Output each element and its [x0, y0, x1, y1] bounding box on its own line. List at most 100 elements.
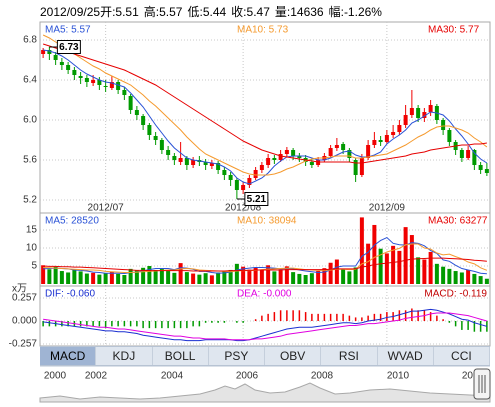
tab[interactable]: PSY: [209, 347, 265, 365]
volume-bar: [222, 271, 227, 284]
volume-bar: [484, 278, 489, 284]
macd-bar: [273, 312, 276, 321]
timeline-year: 2010: [387, 371, 410, 382]
macd-bar: [198, 321, 201, 327]
macd-bar: [442, 319, 444, 321]
candle-body: [397, 125, 402, 132]
y-tick-label: 15: [26, 225, 38, 236]
candle-body: [403, 115, 408, 125]
header-label: 幅:: [328, 5, 344, 19]
volume-bar: [472, 273, 477, 284]
volume-bar: [191, 273, 196, 284]
volume-bar: [241, 266, 246, 284]
macd-bar: [61, 321, 63, 327]
macd-bar: [323, 313, 326, 321]
candle-body: [478, 165, 483, 170]
tab[interactable]: MACD: [40, 347, 97, 365]
macd-bar: [386, 312, 388, 321]
candle-body: [328, 148, 333, 156]
candle-body: [122, 90, 127, 95]
tab[interactable]: BOLL: [153, 347, 209, 365]
macd-bar: [161, 321, 163, 329]
macd-bar: [467, 321, 469, 330]
macd-line: [43, 308, 488, 342]
candle-body: [359, 158, 364, 175]
macd-bar: [404, 310, 407, 321]
timeline-year: 2012: [462, 371, 485, 382]
volume-bar: [397, 250, 402, 284]
macd-bar: [129, 321, 132, 327]
macd-bar: [211, 321, 213, 323]
tab[interactable]: RSI: [321, 347, 378, 365]
candle-body: [284, 150, 289, 154]
annotation-box: [244, 192, 269, 206]
macd-bar: [329, 313, 332, 321]
candle-body: [447, 130, 452, 142]
macd-bar: [111, 321, 113, 327]
legend-entry: MA5: 28520: [45, 216, 99, 227]
macd-bar: [398, 310, 401, 321]
tab[interactable]: WVAD: [378, 347, 434, 365]
y-tick-label: 6.0: [23, 115, 37, 126]
tab[interactable]: OBV: [265, 347, 322, 365]
volume-bar: [109, 271, 114, 284]
volume-bar: [41, 265, 46, 284]
header-date: 2012/09/25: [40, 5, 101, 19]
candle-body: [428, 105, 433, 112]
candle-body: [84, 78, 89, 82]
candle-body: [272, 158, 277, 160]
candle-body: [353, 160, 358, 175]
candle-body: [234, 180, 239, 190]
macd-bar: [336, 313, 338, 321]
tab[interactable]: KDJ: [96, 347, 153, 365]
macd-bar: [192, 321, 194, 327]
candle-body: [391, 132, 396, 135]
volume-bar: [291, 272, 296, 284]
volume-bar: [284, 266, 289, 284]
header-value: -1.26%: [343, 5, 382, 19]
legend-entry: MA10: 5.73: [237, 25, 289, 36]
volume-bar: [422, 259, 427, 284]
macd-bar: [98, 321, 101, 327]
candle-body: [166, 150, 171, 155]
volume-bar: [84, 273, 89, 284]
macd-bar: [373, 313, 376, 321]
macd-bar: [123, 321, 126, 327]
volume-bar: [341, 268, 346, 284]
candle-body: [247, 178, 252, 185]
annotation-label: 6.73: [59, 42, 79, 53]
panel: [39, 21, 491, 214]
macd-bar: [479, 321, 482, 332]
macd-bar: [317, 313, 319, 321]
candle-body: [416, 108, 421, 118]
macd-bar: [454, 321, 457, 327]
macd-bar: [42, 321, 44, 327]
candle-body: [147, 125, 152, 135]
macd-bar: [298, 310, 301, 321]
ma-line: [42, 43, 487, 164]
candle-body: [191, 160, 196, 165]
volume-bar: [378, 248, 383, 284]
header-label: 收:: [231, 5, 247, 19]
unit-label: x万: [12, 284, 27, 295]
y-tick-label: -0.257: [9, 339, 38, 350]
volume-bar: [228, 269, 233, 284]
macd-bar: [342, 313, 344, 321]
candle-body: [441, 120, 446, 130]
candle-body: [41, 50, 46, 54]
macd-bar: [67, 321, 69, 327]
timeline-year: 2002: [85, 371, 108, 382]
macd-bar: [223, 321, 226, 323]
macd-bar: [354, 317, 357, 321]
legend-entry: MACD: -0.119: [424, 289, 487, 300]
header-value: 5.51: [115, 5, 139, 19]
candle-body: [78, 76, 83, 78]
volume-bar: [428, 251, 433, 284]
macd-bar: [311, 313, 313, 321]
header-label: 高:: [143, 5, 160, 19]
y-tick-label: 5.6: [23, 155, 37, 166]
tab[interactable]: CCI: [434, 347, 490, 365]
volume-bar: [384, 253, 389, 284]
candle-body: [116, 82, 121, 90]
header-value: 14636: [290, 5, 324, 19]
